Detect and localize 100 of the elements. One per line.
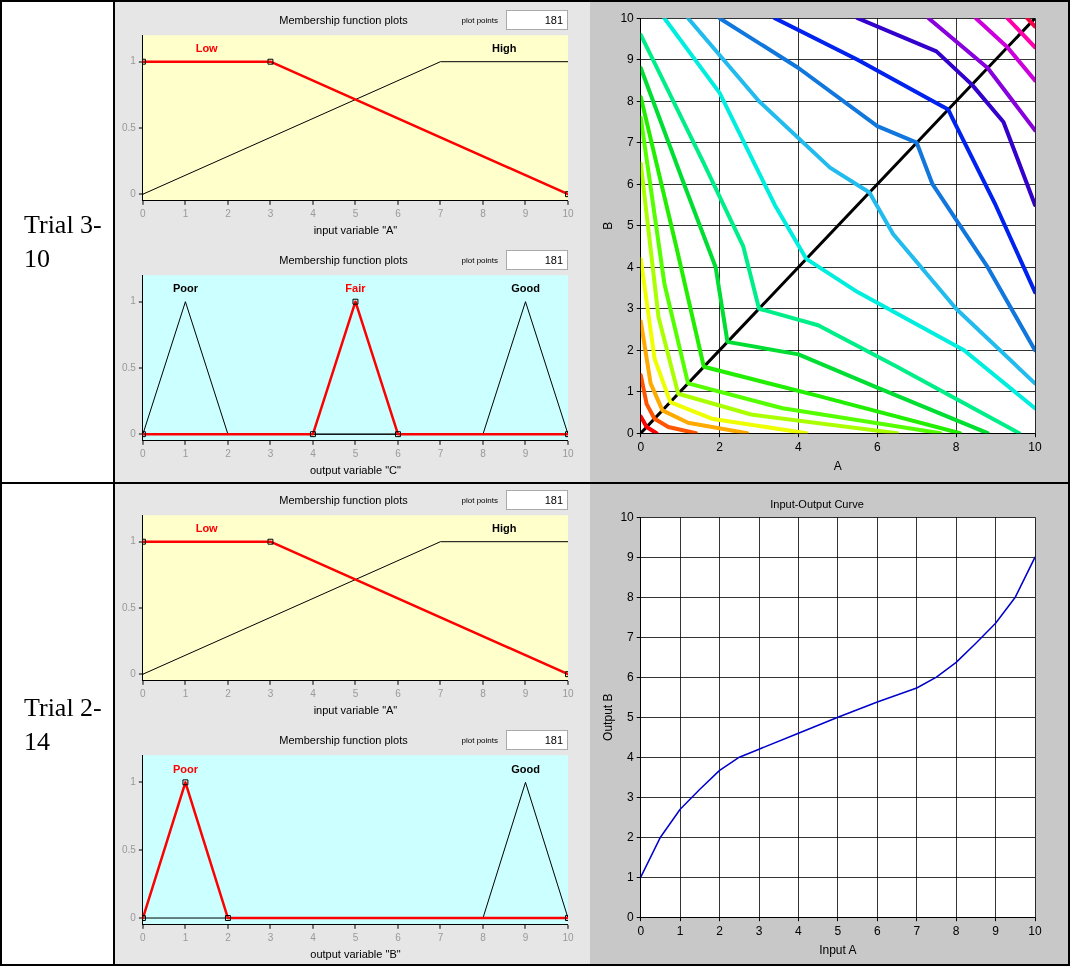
text: Trial 3-10 xyxy=(24,208,103,275)
series-label: Poor xyxy=(172,762,199,775)
x-tick-label: 6 xyxy=(395,687,402,699)
x-tick-label: 1 xyxy=(182,447,189,459)
series-label: Low xyxy=(195,42,219,55)
x-tick-label: 10 xyxy=(562,207,574,219)
x-tick-label: 8 xyxy=(480,931,487,943)
x-tick-label: 10 xyxy=(1028,923,1042,938)
series-label: Fair xyxy=(345,282,367,295)
x-tick-label: 8 xyxy=(480,447,487,459)
input-field: 181 xyxy=(506,250,568,270)
x-tick-label: 0 xyxy=(140,447,147,459)
y-tick-label: 2 xyxy=(627,342,635,357)
y-tick-label: 0 xyxy=(627,425,635,440)
x-tick-label: 2 xyxy=(716,923,724,938)
x-tick-label: 8 xyxy=(952,439,960,454)
y-tick-label: 6 xyxy=(627,669,635,684)
x-axis-title: output variable "C" xyxy=(309,464,402,477)
x-tick-label: 1 xyxy=(676,923,684,938)
y-tick-label: 1 xyxy=(627,384,635,399)
y-tick-label: 1 xyxy=(627,869,635,884)
series-label: High xyxy=(492,42,517,55)
x-tick-label: 7 xyxy=(437,687,444,699)
x-tick-label: 4 xyxy=(795,439,803,454)
x-tick-label: 8 xyxy=(952,923,960,938)
x-tick-label: 3 xyxy=(267,447,274,459)
x-tick-label: 8 xyxy=(480,687,487,699)
x-axis-title: input variable "A" xyxy=(313,224,398,237)
x-tick-label: 4 xyxy=(795,923,803,938)
y-tick-label: 1 xyxy=(130,535,137,547)
y-tick-label: 0 xyxy=(627,909,635,924)
x-tick-label: 2 xyxy=(225,447,232,459)
text: Trial 2-14 xyxy=(24,691,103,758)
y-tick-label: 7 xyxy=(627,629,635,644)
x-tick-label: 7 xyxy=(437,931,444,943)
x-tick-label: 10 xyxy=(562,687,574,699)
x-tick-label: 5 xyxy=(352,207,359,219)
chart-title: Membership function plots xyxy=(279,493,409,506)
y-tick-label: 1 xyxy=(130,295,137,307)
x-tick-label: 6 xyxy=(873,439,881,454)
x-tick-label: 9 xyxy=(522,207,529,219)
y-tick-label: 7 xyxy=(627,135,635,150)
x-tick-label: 7 xyxy=(913,923,921,938)
x-tick-label: 5 xyxy=(352,931,359,943)
x-tick-label: 0 xyxy=(637,439,645,454)
x-tick-label: 2 xyxy=(225,207,232,219)
series-label: Good xyxy=(511,762,540,775)
y-tick-label: 1 xyxy=(130,55,137,67)
x-tick-label: 9 xyxy=(522,447,529,459)
x-tick-label: 3 xyxy=(267,931,274,943)
text: plot points xyxy=(461,255,498,265)
text: plot points xyxy=(461,735,498,745)
x-tick-label: 0 xyxy=(140,931,147,943)
x-tick-label: 9 xyxy=(992,923,1000,938)
series-label: Good xyxy=(511,282,540,295)
y-tick-label: 8 xyxy=(627,93,635,108)
x-tick-label: 2 xyxy=(225,687,232,699)
series-label: Low xyxy=(195,522,219,535)
chart-title: Input-Output Curve xyxy=(770,497,864,510)
x-tick-label: 1 xyxy=(182,687,189,699)
y-tick-label: 5 xyxy=(627,218,635,233)
y-tick-label: 3 xyxy=(627,789,635,804)
x-tick-label: 10 xyxy=(562,931,574,943)
x-tick-label: 3 xyxy=(267,687,274,699)
x-tick-label: 5 xyxy=(352,687,359,699)
y-tick-label: 8 xyxy=(627,589,635,604)
y-axis-title: Output B xyxy=(600,693,615,741)
x-tick-label: 10 xyxy=(1028,439,1042,454)
x-tick-label: 0 xyxy=(140,207,147,219)
y-tick-label: 5 xyxy=(627,709,635,724)
x-tick-label: 2 xyxy=(225,931,232,943)
x-axis-title: output variable "B" xyxy=(310,948,401,961)
y-tick-label: 10 xyxy=(620,10,635,25)
x-tick-label: 7 xyxy=(437,447,444,459)
y-tick-label: 0 xyxy=(130,911,137,923)
y-tick-label: 0 xyxy=(130,667,137,679)
y-tick-label: 4 xyxy=(627,259,635,274)
y-tick-label: 0 xyxy=(130,187,137,199)
y-tick-label: 0.5 xyxy=(122,843,137,855)
y-tick-label: 0.5 xyxy=(122,601,137,613)
chart-title: Membership function plots xyxy=(279,733,409,746)
x-tick-label: 5 xyxy=(834,923,842,938)
x-tick-label: 3 xyxy=(267,207,274,219)
x-tick-label: 6 xyxy=(873,923,881,938)
x-tick-label: 6 xyxy=(395,931,402,943)
y-tick-label: 9 xyxy=(627,549,635,564)
y-tick-label: 4 xyxy=(627,749,635,764)
x-tick-label: 4 xyxy=(310,931,317,943)
x-tick-label: 8 xyxy=(480,207,487,219)
y-axis-title: B xyxy=(600,221,615,230)
x-tick-label: 10 xyxy=(562,447,574,459)
x-tick-label: 2 xyxy=(716,439,724,454)
input-field: 181 xyxy=(506,490,568,510)
x-tick-label: 6 xyxy=(395,447,402,459)
x-tick-label: 1 xyxy=(182,207,189,219)
y-tick-label: 1 xyxy=(130,776,137,788)
y-tick-label: 6 xyxy=(627,176,635,191)
x-axis-title: Input A xyxy=(819,943,857,958)
y-tick-label: 3 xyxy=(627,301,635,316)
chart-title: Membership function plots xyxy=(279,13,409,26)
